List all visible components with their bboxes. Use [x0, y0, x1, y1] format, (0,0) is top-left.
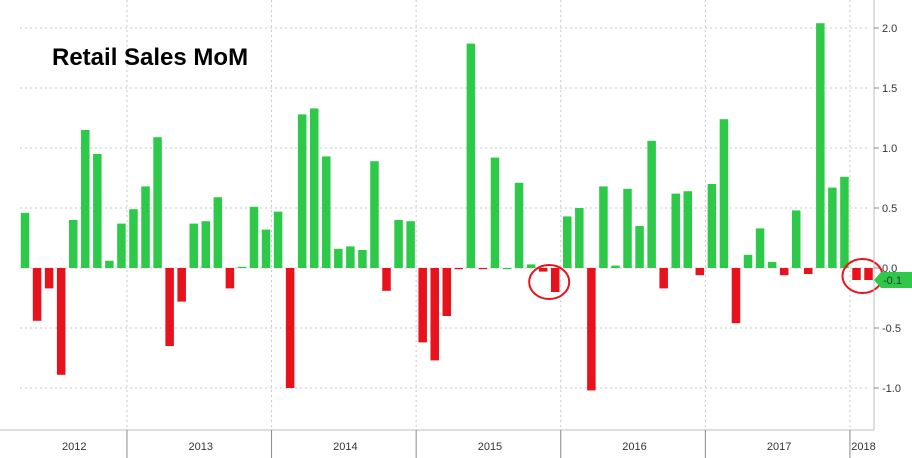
y-axis: 2.01.51.00.50.0-0.5-1.0	[873, 0, 901, 430]
bar	[755, 228, 765, 268]
bar	[141, 186, 150, 268]
bar	[93, 154, 102, 268]
bar	[177, 268, 186, 302]
bar	[804, 268, 813, 274]
bar	[683, 191, 693, 268]
bar	[394, 220, 403, 268]
bar	[526, 264, 536, 268]
bar	[767, 262, 777, 268]
bar	[213, 197, 223, 268]
bar	[430, 268, 439, 361]
bar	[538, 268, 548, 272]
bar	[105, 260, 114, 268]
bar	[659, 268, 668, 289]
bar	[743, 254, 753, 268]
bar	[334, 248, 343, 268]
bar	[599, 186, 608, 268]
bar	[828, 187, 837, 268]
bar	[309, 108, 319, 269]
y-tick-label: -1.0	[882, 383, 901, 395]
bar	[285, 268, 295, 388]
bar	[575, 208, 584, 268]
bar	[165, 268, 174, 346]
bar	[791, 210, 801, 268]
x-year-label: 2015	[478, 441, 502, 453]
x-year-label: 2017	[767, 441, 791, 453]
bar	[719, 119, 729, 268]
bar	[81, 130, 90, 268]
bar	[514, 182, 524, 268]
last-value-tag	[874, 272, 912, 288]
bar	[117, 223, 126, 268]
y-tick-label: 1.5	[882, 83, 897, 95]
bar	[418, 268, 427, 343]
x-year-label: 2014	[333, 441, 357, 453]
bar	[273, 211, 283, 268]
x-year-label: 2016	[622, 441, 646, 453]
bar	[623, 188, 632, 268]
y-tick-label: 0.5	[882, 203, 897, 215]
bar	[779, 268, 789, 276]
y-tick-label: -0.5	[882, 323, 901, 335]
bar	[502, 268, 512, 270]
bar	[153, 137, 162, 268]
x-year-label: 2013	[189, 441, 213, 453]
bar	[56, 268, 66, 375]
bar	[671, 193, 680, 268]
last-value-text: -0.1	[883, 275, 902, 287]
bar	[32, 268, 42, 321]
chart-title: Retail Sales MoM	[52, 44, 249, 71]
bar	[550, 268, 560, 292]
y-tick-label: 2.0	[882, 23, 897, 35]
bar	[840, 176, 849, 268]
bar	[635, 226, 644, 268]
bar	[695, 268, 705, 276]
highlight-circle	[528, 264, 571, 300]
bar	[382, 268, 391, 291]
bar	[249, 206, 259, 268]
bar	[189, 223, 198, 268]
bar	[129, 209, 138, 268]
bar	[454, 268, 464, 270]
y-tick-label: 1.0	[882, 143, 897, 155]
bar	[44, 268, 54, 289]
last-value-label: -0.1	[874, 272, 912, 288]
bar	[611, 265, 620, 268]
bar	[358, 250, 367, 268]
bar	[20, 212, 30, 268]
bar	[406, 221, 415, 268]
bar	[237, 266, 247, 268]
bars	[20, 23, 873, 391]
bar	[201, 221, 211, 268]
bar	[707, 184, 717, 268]
highlight-circle	[841, 258, 884, 294]
bar	[647, 140, 656, 268]
bar	[322, 156, 331, 268]
bar	[442, 268, 452, 316]
bar	[225, 268, 235, 289]
bar	[466, 43, 476, 268]
bar	[261, 229, 271, 268]
x-axis: 2012 2013 2014 2015 2016 2017 2018	[0, 429, 876, 458]
bar	[68, 220, 78, 268]
bar	[864, 268, 873, 280]
bar	[346, 246, 355, 268]
x-year-label: 2012	[62, 441, 86, 453]
bar	[490, 157, 500, 268]
year-separators	[126, 0, 851, 430]
x-year-label: 2018	[851, 441, 875, 453]
bar	[478, 268, 488, 270]
bar	[731, 268, 741, 324]
bar	[370, 161, 379, 268]
bar	[816, 23, 825, 269]
bar	[563, 216, 572, 268]
bar	[587, 268, 596, 391]
bar	[297, 114, 307, 269]
bar	[852, 268, 861, 280]
